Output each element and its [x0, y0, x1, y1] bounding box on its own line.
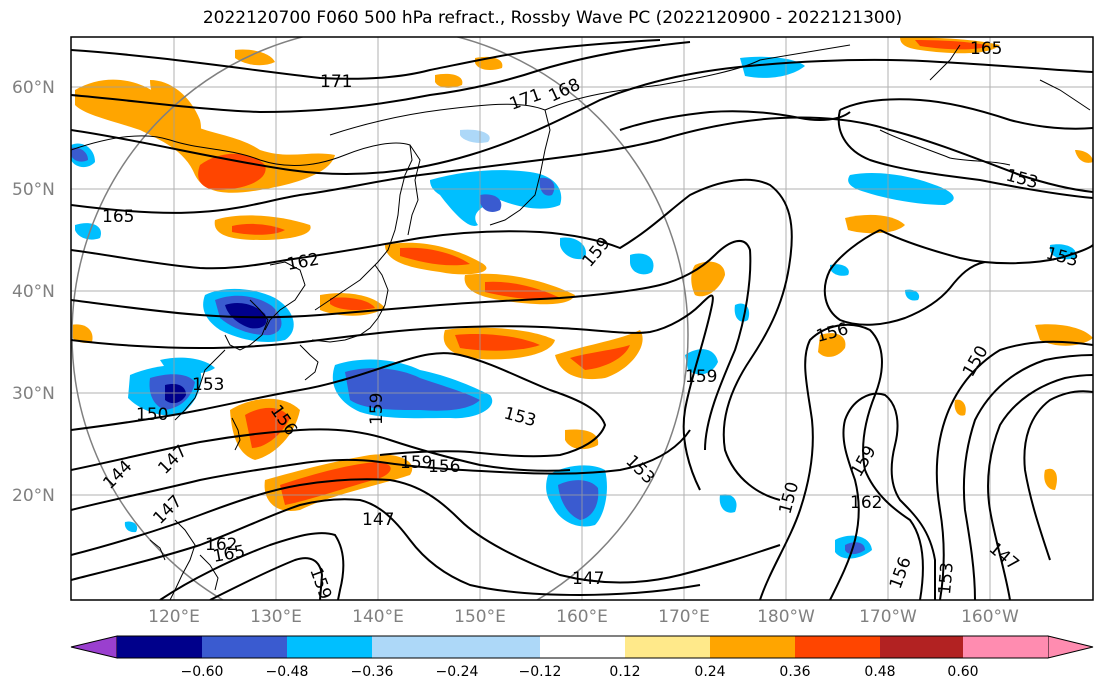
colorbar-segment [795, 636, 880, 658]
colorbar-tick-label: −0.60 [181, 664, 224, 680]
colorbar-segment [117, 636, 202, 658]
colorbar-tick-label: −0.24 [436, 664, 479, 680]
contour-label: 153 [935, 561, 958, 595]
contour-label: 147 [362, 510, 394, 530]
contour-label: 162 [850, 493, 882, 513]
contour-label: 156 [428, 457, 460, 477]
colorbar-tick-label: −0.36 [351, 664, 394, 680]
colorbar-left-extension [70, 635, 118, 659]
contour-label: 159 [685, 367, 717, 387]
colorbar-tick-label: 0.36 [779, 664, 810, 680]
lon-tick-label: 160°W [961, 607, 1019, 627]
colorbar-segment [457, 636, 540, 658]
colorbar-segment [372, 636, 457, 658]
lat-tick-label: 50°N [12, 180, 55, 200]
contour-label: 147 [572, 569, 604, 589]
colorbar-segment [625, 636, 710, 658]
colorbar-tick-label: 0.12 [609, 664, 640, 680]
lon-tick-label: 160°E [556, 607, 608, 627]
longitude-axis: 120°E 130°E 140°E 150°E 160°E 170°E 180°… [148, 607, 1019, 627]
colorbar-segment [880, 636, 963, 658]
colorbar-right-extension [1047, 635, 1094, 659]
colorbar-segment [963, 636, 1048, 658]
contour-label: 165 [102, 207, 134, 227]
colorbar-tick-label: 0.60 [947, 664, 978, 680]
lon-tick-label: 130°E [250, 607, 302, 627]
colorbar-tick-label: 0.24 [694, 664, 725, 680]
contour-label: 159 [367, 393, 387, 425]
lat-tick-label: 60°N [12, 78, 55, 98]
colorbar-tick-label: 0.48 [864, 664, 895, 680]
lon-tick-label: 120°E [148, 607, 200, 627]
coastlines [71, 44, 1091, 600]
lon-tick-label: 170°E [658, 607, 710, 627]
map-title: 2022120700 F060 500 hPa refract., Rossby… [202, 8, 903, 28]
contour-label: 162 [205, 535, 237, 555]
lon-tick-label: 170°W [859, 607, 917, 627]
colorbar-tick-label: −0.48 [266, 664, 309, 680]
contour-label: 159 [400, 453, 432, 473]
colorbar: −0.60 −0.48 −0.36 −0.24 −0.12 0.12 0.24 … [70, 635, 1094, 680]
height-contours [71, 39, 1093, 600]
lat-tick-label: 30°N [12, 384, 55, 404]
lat-tick-label: 40°N [12, 282, 55, 302]
lon-tick-label: 140°E [352, 607, 404, 627]
range-circle [71, 37, 689, 600]
contour-label: 171 [320, 72, 352, 92]
lat-tick-label: 20°N [12, 486, 55, 506]
colorbar-segment [202, 636, 287, 658]
contour-label: 165 [970, 39, 1002, 59]
latitude-axis: 60°N 50°N 40°N 30°N 20°N [12, 78, 55, 506]
colorbar-segment [287, 636, 372, 658]
lon-tick-label: 180°W [757, 607, 815, 627]
map-border [70, 36, 1094, 601]
contour-label: 150 [136, 405, 168, 425]
contour-label: 153 [192, 375, 224, 395]
shaded-fields [71, 37, 1093, 559]
colorbar-tick-label: −0.12 [519, 664, 562, 680]
colorbar-segment [710, 636, 795, 658]
lon-tick-label: 150°E [454, 607, 506, 627]
colorbar-segment [540, 636, 625, 658]
